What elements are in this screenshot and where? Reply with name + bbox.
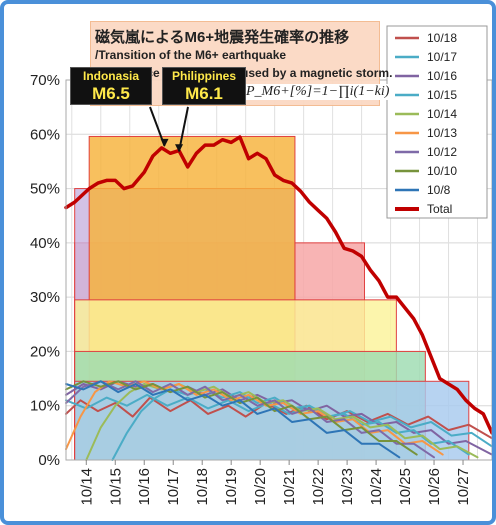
- annotation-arrowhead: [175, 144, 184, 153]
- y-tick-label: 20%: [30, 343, 60, 360]
- legend-label: 10/17: [427, 50, 457, 64]
- series-line-10-17: [65, 393, 492, 448]
- legend-label: 10/14: [427, 107, 457, 121]
- series-line-total: [64, 135, 492, 435]
- y-tick-label: 40%: [30, 235, 60, 252]
- x-tick-label: 10/20: [252, 468, 269, 506]
- y-tick-label: 10%: [30, 398, 60, 415]
- annotation-philippines: Philippines M6.1: [162, 67, 246, 105]
- legend-label: 10/8: [427, 183, 451, 197]
- x-tick-label: 10/18: [194, 468, 211, 506]
- legend-label: 10/15: [427, 88, 457, 102]
- series-line-10-13: [65, 380, 444, 456]
- chart-subtitle-line-1: /Transition of the M6+ earthquake: [95, 48, 287, 62]
- chart-title: 磁気嵐によるM6+地震発生確率の推移: [95, 29, 350, 46]
- annotation-philippines-magnitude: M6.1: [185, 84, 223, 103]
- y-tick-label: 30%: [30, 289, 60, 306]
- probability-chart: 0% 10% 20% 30% 40% 50% 60% 70% 10/14 10/15 10/16 10…: [30, 25, 492, 506]
- annotation-indonasia: Indonasia M6.5: [70, 67, 152, 105]
- legend-label: 10/18: [427, 31, 457, 45]
- x-tick-label: 10/22: [310, 468, 327, 506]
- annotation-indonasia-magnitude: M6.5: [92, 84, 130, 103]
- x-tick-label: 10/24: [368, 468, 385, 506]
- legend-label: Total: [427, 202, 452, 216]
- x-tick-label: 10/23: [339, 468, 356, 506]
- y-tick-label: 60%: [30, 126, 60, 143]
- legend-label: 10/16: [427, 69, 457, 83]
- x-tick-label: 10/14: [78, 468, 95, 506]
- y-tick-label: 0%: [38, 452, 60, 469]
- x-tick-label: 10/16: [136, 468, 153, 506]
- y-tick-label: 70%: [30, 72, 60, 89]
- y-tick-label: 50%: [30, 181, 60, 198]
- series-line-10-8: [65, 380, 401, 459]
- x-tick-label: 10/19: [223, 468, 240, 506]
- series-line-10-10: [65, 380, 418, 456]
- annotation-philippines-label: Philippines: [171, 69, 236, 83]
- annotation-indonasia-label: Indonasia: [82, 69, 139, 83]
- legend-label: 10/12: [427, 145, 457, 159]
- x-tick-label: 10/17: [165, 468, 182, 506]
- legend-label: 10/10: [427, 164, 457, 178]
- x-tick-label: 10/26: [426, 468, 443, 506]
- annotation-arrow: [178, 106, 189, 152]
- probability-formula: P_M6+[%]=1−∏i(1−ki): [244, 84, 392, 100]
- annotation-arrowhead: [160, 138, 169, 147]
- probability-band-5: [74, 380, 470, 461]
- legend-label: 10/13: [427, 126, 457, 140]
- x-tick-label: 10/15: [107, 468, 124, 506]
- x-tick-label: 10/27: [455, 468, 472, 506]
- x-tick-label: 10/21: [281, 468, 298, 506]
- series-line-10-16: [65, 380, 492, 456]
- x-tick-label: 10/25: [397, 468, 414, 506]
